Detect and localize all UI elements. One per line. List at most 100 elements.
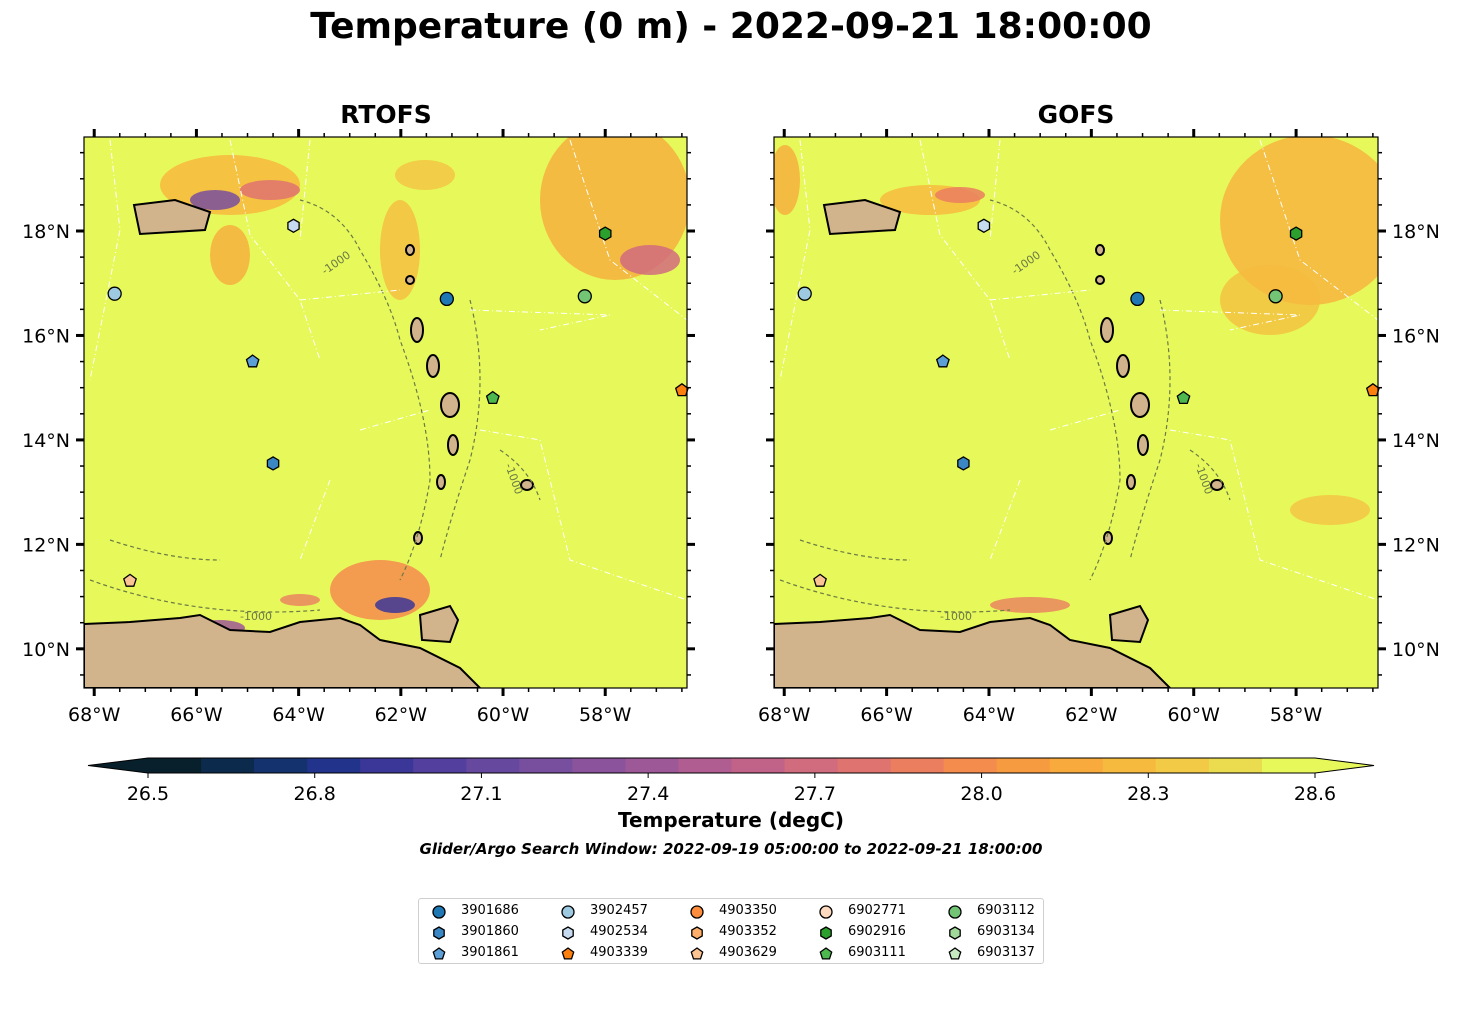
float-markers-rtofs [107, 218, 689, 587]
legend-label: 4903350 [719, 903, 777, 918]
lon-tick-label: 58°W [1270, 704, 1323, 726]
colorbar-segment [1102, 758, 1157, 773]
legend-label: 4903352 [719, 924, 777, 939]
legend-marker-6903134 [949, 926, 961, 940]
float-marker-3901861 [245, 354, 260, 368]
legend-label: 6903112 [977, 903, 1035, 918]
colorbar-segment [148, 758, 202, 773]
colorbar-tick-label: 28.3 [1127, 783, 1169, 805]
lon-tick-label: 60°W [477, 704, 530, 726]
legend-marker [432, 947, 446, 960]
map-panel-gofs: -1000 -1000 -1000 [773, 136, 1380, 689]
lat-tick-label: 16°N [1392, 325, 1440, 347]
legend-marker-3902457 [561, 905, 575, 919]
colorbar-segment [943, 758, 998, 773]
colorbar-segment [466, 758, 520, 773]
colorbar-tick-label: 27.7 [794, 783, 836, 805]
legend-label: 4903629 [719, 945, 777, 960]
eez-boundaries [779, 139, 1378, 601]
float-marker-3901686 [439, 291, 454, 307]
colorbar-extend-max [1315, 758, 1374, 773]
colorbar-tick-label: 28.6 [1294, 783, 1336, 805]
lat-tick-label: 12°N [22, 534, 70, 556]
legend-marker-6903111 [819, 947, 833, 960]
float-markers-gofs [797, 218, 1380, 587]
lon-tick-label: 62°W [375, 704, 428, 726]
colorbar-tick-label: 27.1 [460, 783, 502, 805]
legend-marker-3901861 [432, 947, 446, 960]
legend-marker [819, 905, 833, 919]
search-window-note: Glider/Argo Search Window: 2022-09-19 05… [419, 840, 1043, 858]
float-marker-3901686 [1130, 291, 1145, 307]
lat-tick-label: 12°N [1392, 534, 1440, 556]
legend-label: 4903339 [590, 945, 648, 960]
colorbar-segment [784, 758, 839, 773]
lat-tick-label: 10°N [1392, 639, 1440, 661]
colorbar-segment [837, 758, 892, 773]
float-marker-4902534 [287, 218, 300, 234]
float-marker-3901860 [266, 456, 280, 471]
colorbar-segment [201, 758, 255, 773]
lon-tick-label: 66°W [170, 704, 223, 726]
legend-marker-4903629 [690, 947, 704, 960]
colorbar-segment [678, 758, 733, 773]
map-frame [773, 136, 1379, 689]
land-masses [774, 198, 1224, 688]
colorbar-segment [1155, 758, 1210, 773]
legend-label: 3902457 [590, 903, 648, 918]
colorbar-segment [1049, 758, 1104, 773]
lat-tick-label: 10°N [22, 639, 70, 661]
legend-label: 3901686 [461, 903, 519, 918]
float-marker-4903629 [813, 573, 827, 587]
legend-marker-6903112 [948, 905, 962, 919]
float-marker-6903112 [577, 289, 592, 304]
float-marker-3901860 [957, 456, 970, 471]
lon-tick-label: 68°W [758, 704, 811, 726]
colorbar-segment [731, 758, 786, 773]
colorbar-segment [1208, 758, 1263, 773]
colorbar-segment [413, 758, 467, 773]
map-panel-rtofs: -1000 -1000 -1000 [83, 136, 689, 689]
land-masses [84, 198, 534, 688]
colorbar-segment [572, 758, 627, 773]
lon-tick-label: 58°W [579, 704, 632, 726]
legend-marker [690, 905, 704, 919]
colorbar-segment [1261, 758, 1316, 773]
legend-marker [948, 947, 962, 960]
colorbar-segment [996, 758, 1051, 773]
legend-label: 6902771 [848, 903, 906, 918]
lon-tick-label: 64°W [963, 704, 1016, 726]
legend-marker-3901860 [433, 926, 445, 940]
legend-marker [949, 926, 961, 940]
panel-title-rtofs: RTOFS [340, 100, 432, 129]
legend-marker-4902534 [562, 926, 574, 940]
legend-marker-6902771 [819, 905, 833, 919]
float-marker-6903112 [1268, 289, 1283, 304]
legend-marker [820, 926, 832, 940]
figure-title: Temperature (0 m) - 2022-09-21 18:00:00 [310, 6, 1152, 47]
legend-marker-4903350 [690, 905, 704, 919]
legend-label: 6903111 [848, 945, 906, 960]
axis-ticks: 68°W 66°W 64°W 62°W 60°W 58°W 10°N 12°N 14°N 16°N… [22, 129, 1440, 726]
legend-marker-4903339 [561, 947, 575, 960]
bathymetry-contours [779, 199, 1231, 613]
legend-marker [432, 905, 446, 919]
colorbar-extend-min [88, 758, 148, 773]
colorbar-tick-label: 27.4 [627, 783, 669, 805]
legend-label: 3901860 [461, 924, 519, 939]
legend-marker [690, 947, 704, 960]
legend-marker [561, 947, 575, 960]
float-marker-4902534 [977, 218, 991, 234]
float-marker-6902916 [1289, 226, 1303, 241]
eez-boundaries [89, 139, 687, 601]
float-marker-4903629 [123, 573, 137, 587]
panel-title-gofs: GOFS [1037, 100, 1115, 129]
colorbar-segment [519, 758, 573, 773]
colorbar-segment [307, 758, 361, 773]
legend-label: 3901861 [461, 945, 519, 960]
legend-marker [561, 905, 575, 919]
colorbar-segment [360, 758, 414, 773]
legend-marker [433, 926, 445, 940]
legend-label: 6903137 [977, 945, 1035, 960]
